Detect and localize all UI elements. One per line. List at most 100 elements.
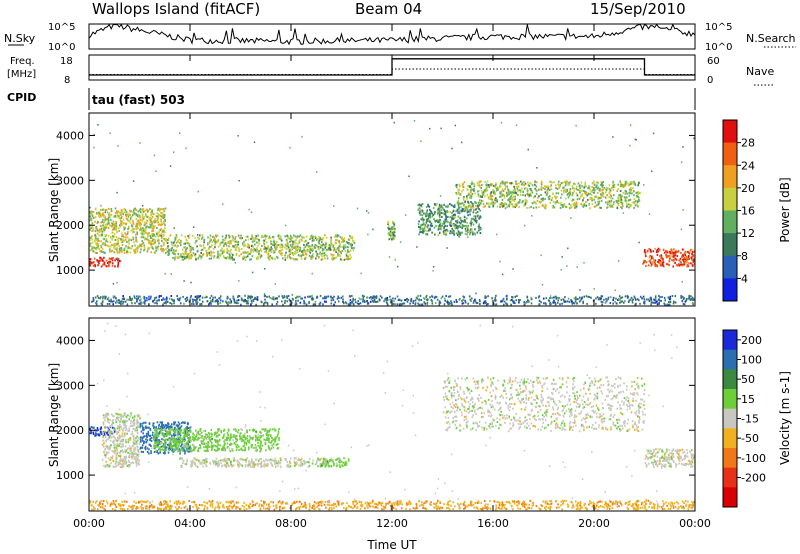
data-point <box>439 195 442 197</box>
data-point <box>103 256 105 259</box>
data-point <box>479 199 481 202</box>
data-point <box>538 303 540 306</box>
data-point <box>110 462 112 465</box>
data-point <box>100 240 102 243</box>
data-point <box>470 195 473 198</box>
data-point <box>361 294 364 297</box>
data-point <box>102 243 105 246</box>
data-point <box>475 302 478 304</box>
data-point <box>130 420 132 422</box>
data-point <box>638 197 640 200</box>
data-point <box>119 413 122 416</box>
data-point <box>162 208 165 210</box>
data-point <box>530 296 533 299</box>
data-point <box>97 429 99 431</box>
data-point <box>104 464 107 467</box>
data-point <box>137 424 139 427</box>
data-point <box>605 189 608 192</box>
data-point <box>186 428 188 431</box>
data-point <box>429 210 432 212</box>
data-point <box>662 259 664 262</box>
data-point <box>656 300 659 303</box>
data-point <box>544 302 547 305</box>
data-point <box>513 185 515 188</box>
data-point <box>388 238 391 241</box>
data-point <box>495 199 498 202</box>
data-point <box>133 416 135 419</box>
data-point <box>197 190 199 193</box>
data-point <box>120 212 123 215</box>
data-point <box>264 298 266 301</box>
data-point <box>244 250 246 253</box>
data-point <box>97 434 100 437</box>
data-point <box>136 422 138 425</box>
data-point <box>617 197 620 200</box>
data-point <box>546 191 549 194</box>
data-point <box>128 461 130 464</box>
data-point <box>547 196 550 199</box>
data-point <box>221 252 224 255</box>
data-point <box>106 438 108 441</box>
data-point <box>508 193 511 196</box>
data-point <box>333 248 336 251</box>
data-point <box>564 300 567 303</box>
data-point <box>436 202 438 205</box>
data-point <box>654 295 657 298</box>
data-point <box>426 209 429 212</box>
data-point <box>439 301 441 304</box>
data-point <box>671 259 673 262</box>
data-point <box>508 190 511 193</box>
data-point <box>140 248 142 251</box>
data-point <box>146 250 149 253</box>
data-point <box>228 256 230 259</box>
data-point <box>240 253 242 256</box>
data-point <box>605 297 607 300</box>
data-point <box>142 217 145 220</box>
data-point <box>516 187 519 190</box>
data-point <box>357 300 360 302</box>
data-point <box>110 444 112 447</box>
data-point <box>284 224 287 227</box>
data-point <box>634 202 636 205</box>
data-point <box>437 208 440 211</box>
data-point <box>121 232 123 235</box>
data-point <box>658 259 660 261</box>
data-point <box>421 223 423 226</box>
data-point <box>491 296 493 299</box>
data-point <box>452 204 454 207</box>
data-point <box>286 242 289 245</box>
data-point <box>141 218 143 221</box>
data-point <box>524 201 527 204</box>
data-point <box>440 205 442 208</box>
data-point <box>189 246 192 248</box>
data-point <box>443 303 446 306</box>
data-point <box>625 182 627 185</box>
data-point <box>346 258 349 261</box>
data-point <box>147 235 149 238</box>
data-point <box>229 301 231 304</box>
data-point <box>443 222 446 225</box>
data-point <box>92 433 95 435</box>
data-point <box>116 250 119 253</box>
data-point <box>687 257 690 260</box>
data-point <box>633 206 635 209</box>
data-point <box>304 250 307 253</box>
data-point <box>453 223 456 226</box>
data-point <box>625 180 627 183</box>
data-point <box>571 302 574 305</box>
data-point <box>232 236 234 239</box>
data-point <box>195 301 197 303</box>
data-point <box>162 213 165 216</box>
data-point <box>431 300 433 303</box>
data-point <box>136 250 139 253</box>
data-point <box>236 241 238 243</box>
data-point <box>557 201 560 204</box>
data-point <box>639 192 641 194</box>
data-point <box>149 223 151 226</box>
data-point <box>115 439 118 442</box>
data-point <box>160 227 162 230</box>
data-point <box>142 208 145 211</box>
data-point <box>590 190 592 193</box>
nave-label: Nave <box>746 65 774 78</box>
data-point <box>329 248 332 251</box>
